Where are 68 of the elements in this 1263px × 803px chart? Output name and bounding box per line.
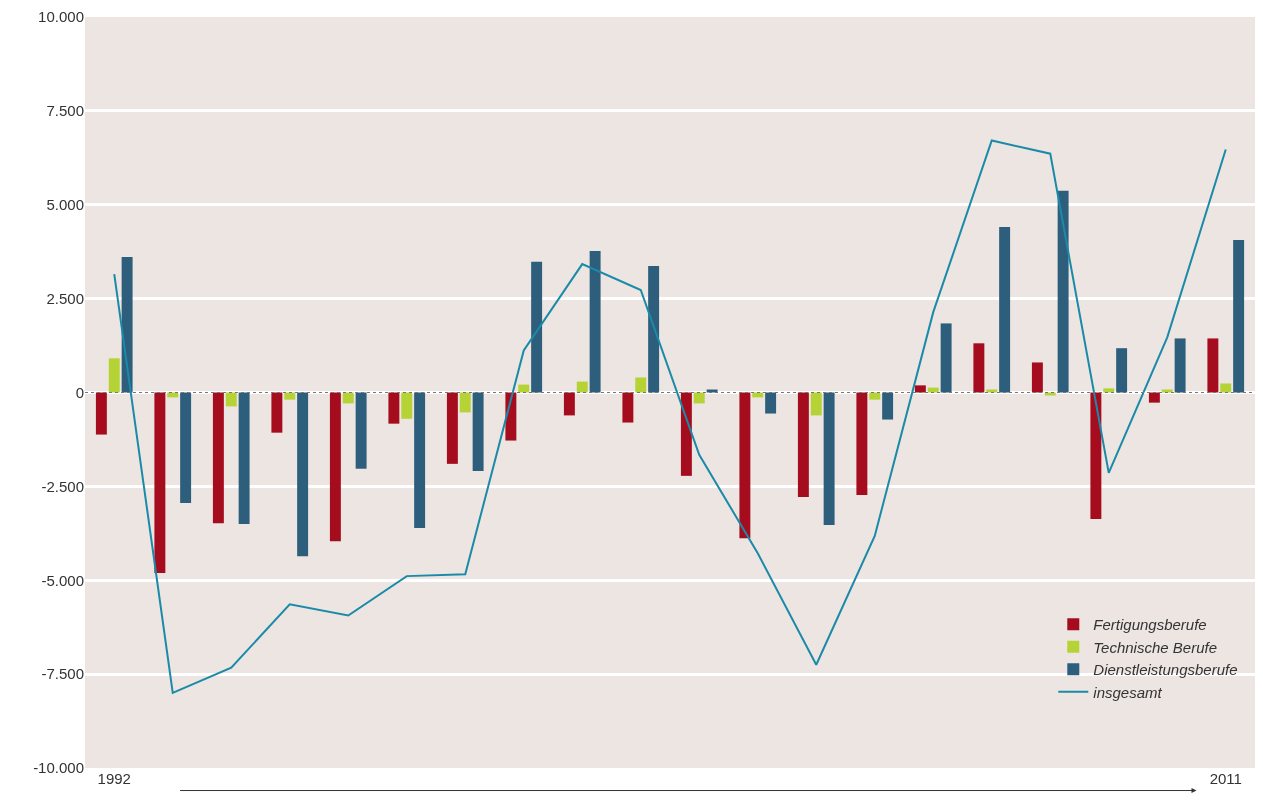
bar: [212, 392, 224, 524]
bar: [622, 392, 634, 423]
bar: [739, 392, 751, 539]
bar: [927, 387, 939, 393]
bar: [284, 392, 296, 400]
bar: [238, 392, 250, 524]
bar: [999, 226, 1011, 393]
y-tick-label: 0: [75, 383, 84, 401]
bar: [459, 392, 471, 413]
legend-label: Dienstleistungsberufe: [1093, 661, 1238, 679]
bar: [1031, 362, 1043, 393]
bar: [401, 392, 413, 419]
bar: [1116, 348, 1128, 393]
bar: [95, 392, 107, 435]
bar: [823, 392, 835, 526]
x-tick-label: 2011: [1209, 770, 1242, 787]
bar: [225, 392, 237, 407]
bar: [414, 392, 426, 529]
bar: [1044, 392, 1056, 396]
bar: [810, 392, 822, 416]
bar: [940, 323, 952, 393]
x-tick-label: 1992: [97, 770, 131, 787]
bar: [1220, 383, 1232, 393]
y-tick-label: -7.500: [41, 665, 84, 683]
y-tick-label: -5.000: [41, 571, 84, 589]
bar: [1090, 392, 1102, 520]
bar: [446, 392, 458, 464]
bar: [648, 265, 660, 393]
bar: [693, 392, 705, 404]
bar: [329, 392, 341, 542]
bar: [121, 256, 133, 393]
bar: [973, 343, 985, 393]
y-tick-label: 2.500: [46, 289, 84, 307]
bar: [355, 392, 367, 469]
bar: [563, 392, 575, 416]
bar: [531, 261, 543, 393]
bar: [297, 392, 309, 557]
bar: [388, 392, 400, 424]
bar: [869, 392, 881, 400]
bar: [765, 392, 777, 414]
bar: [882, 392, 894, 420]
y-tick-label: 7.500: [46, 102, 84, 120]
bar: [1233, 240, 1245, 393]
bar: [576, 381, 588, 393]
y-tick-label: -10.000: [33, 759, 84, 777]
bar: [635, 377, 647, 393]
bar: [914, 385, 926, 393]
bar: [1207, 338, 1219, 393]
bar: [342, 392, 354, 404]
y-tick-label: 5.000: [46, 196, 84, 213]
bar: [180, 392, 192, 503]
legend-label: insgesamt: [1093, 683, 1163, 701]
bar: [518, 384, 530, 393]
bar: [797, 392, 809, 497]
bar: [108, 358, 120, 393]
y-tick-label: -2.500: [41, 477, 84, 495]
bar: [589, 250, 601, 393]
legend-label: Fertigungsberufe: [1093, 616, 1207, 634]
bar: [680, 392, 692, 476]
bar: [271, 392, 283, 433]
bar: [472, 392, 484, 471]
legend-label: Technische Berufe: [1093, 638, 1217, 656]
bar: [154, 392, 166, 574]
bar: [856, 392, 868, 496]
bar: [1148, 392, 1160, 403]
bar: [1174, 338, 1186, 393]
y-tick-label: 10.000: [38, 8, 84, 26]
bar: [1057, 190, 1069, 393]
